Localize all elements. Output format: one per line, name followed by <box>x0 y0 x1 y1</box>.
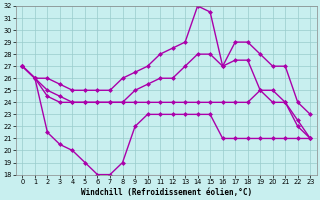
X-axis label: Windchill (Refroidissement éolien,°C): Windchill (Refroidissement éolien,°C) <box>81 188 252 197</box>
